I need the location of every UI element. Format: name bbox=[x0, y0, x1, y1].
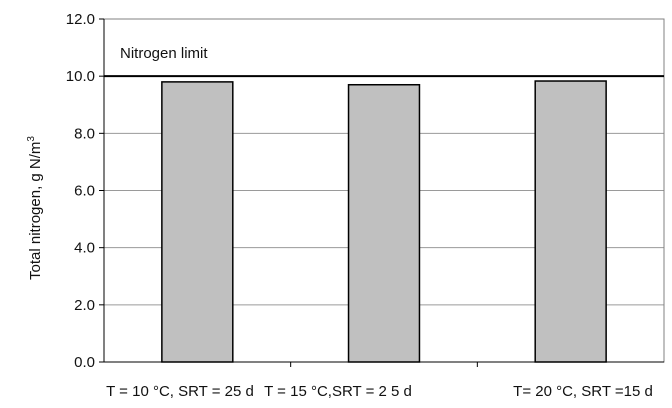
y-axis-label-text: Total nitrogen, g N/m bbox=[27, 142, 44, 280]
y-axis-label: Total nitrogen, g N/m3 bbox=[26, 136, 44, 280]
y-tick-label: 0.0 bbox=[74, 354, 95, 371]
x-tick-label: T = 15 °C,SRT = 2 5 d bbox=[264, 383, 412, 400]
bar bbox=[347, 83, 421, 363]
y-tick-label: 2.0 bbox=[74, 297, 95, 314]
y-tick-labels: 0.0 2.0 4.0 6.0 8.0 10.0 12.0 bbox=[66, 11, 104, 371]
y-tick-label: 12.0 bbox=[66, 11, 95, 28]
bar bbox=[534, 80, 607, 363]
y-tick-label: 6.0 bbox=[74, 183, 95, 200]
nitrogen-limit-label: Nitrogen limit bbox=[120, 45, 208, 62]
bars bbox=[161, 80, 607, 367]
x-tick-labels: T = 10 °C, SRT = 25 d T = 15 °C,SRT = 2 5… bbox=[106, 383, 653, 400]
bar bbox=[161, 81, 234, 363]
x-tick-label: T= 20 °C, SRT =15 d bbox=[513, 383, 653, 400]
y-tick-label: 10.0 bbox=[66, 68, 95, 85]
y-tick-label: 4.0 bbox=[74, 240, 95, 257]
y-tick-label: 8.0 bbox=[74, 125, 95, 142]
y-axis-label-superscript: 3 bbox=[26, 136, 37, 142]
x-tick-label: T = 10 °C, SRT = 25 d bbox=[106, 383, 254, 400]
